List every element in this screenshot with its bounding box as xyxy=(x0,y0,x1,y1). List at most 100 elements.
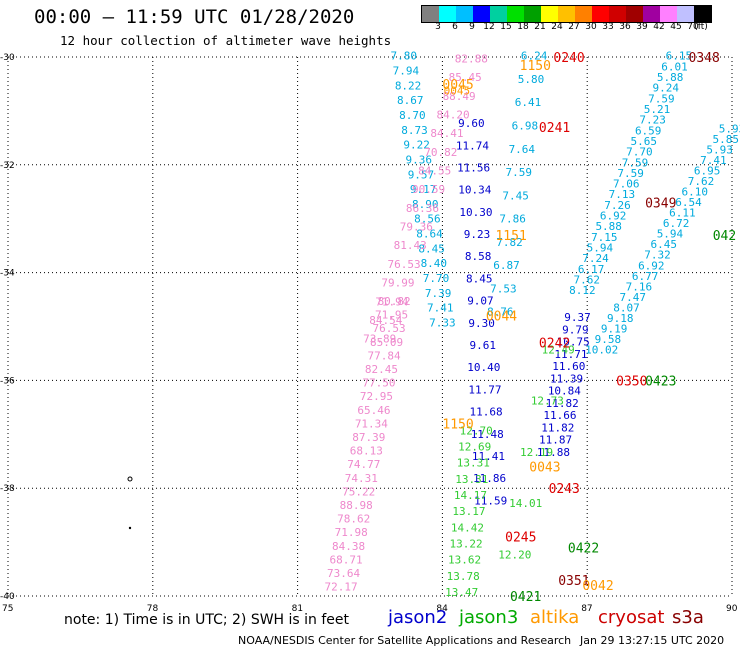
data-point-label: 7.59 xyxy=(622,156,649,169)
data-point-label: 90.59 xyxy=(412,183,445,196)
data-point-label: 9.30 xyxy=(468,317,495,330)
data-point-label: 9.57 xyxy=(408,168,435,181)
data-point-label: 6.59 xyxy=(635,124,662,137)
time-label: 042 xyxy=(713,229,736,244)
data-point-label: 87.39 xyxy=(352,431,385,444)
data-point-label: 85.45 xyxy=(449,71,482,84)
colorbar-swatch xyxy=(592,6,609,22)
data-point-label: 80.82 xyxy=(378,295,411,308)
data-point-label: 13.22 xyxy=(449,537,482,550)
data-point-label: 7.82 xyxy=(496,236,523,249)
legend-item-jason3: jason3 xyxy=(459,607,519,628)
data-point-label: 12.19 xyxy=(520,446,553,459)
data-point-label: 5.88 xyxy=(657,71,684,84)
data-point-label: 73.64 xyxy=(327,567,360,580)
data-point-label: 7.23 xyxy=(639,114,666,127)
data-point-label: 11.74 xyxy=(456,139,489,152)
data-point-label: 68.13 xyxy=(350,445,383,458)
data-point-label: 71.94 xyxy=(375,295,408,308)
y-tick-label: -30 xyxy=(0,53,15,63)
data-point-label: 13.31 xyxy=(455,473,488,486)
data-point-label: 84.41 xyxy=(430,127,463,140)
data-point-label: 77.84 xyxy=(367,349,400,362)
data-point-label: 84.55 xyxy=(418,165,451,178)
data-point-label: 9.37 xyxy=(564,311,591,324)
data-point-label: 76.53 xyxy=(373,322,406,335)
data-point-label: 10.75 xyxy=(557,336,590,349)
data-point-label: 6.87 xyxy=(493,259,520,272)
time-label: 0243 xyxy=(549,482,580,497)
data-point-label: 14.01 xyxy=(509,497,542,510)
data-point-label: 9.19 xyxy=(601,322,628,335)
data-point-label: 6.54 xyxy=(675,196,702,209)
marker-point xyxy=(128,526,132,530)
data-point-label: 9.36 xyxy=(406,153,433,166)
data-point-label: 5.94 xyxy=(587,242,614,255)
x-tick-label: 84 xyxy=(436,604,448,614)
data-point-label: 84.20 xyxy=(436,108,469,121)
colorbar-label: 42 xyxy=(653,22,665,32)
data-point-label: 7.16 xyxy=(626,280,653,293)
data-point-label: 11.86 xyxy=(473,472,506,485)
time-label: 0042 xyxy=(582,579,613,594)
y-tick-label: -38 xyxy=(0,484,15,494)
data-point-label: 7.13 xyxy=(609,188,636,201)
time-label: 1151 xyxy=(495,229,526,244)
data-point-label: 7.32 xyxy=(644,249,671,262)
footer-note: note: 1) Time is in UTC; 2) SWH is in fe… xyxy=(64,612,350,628)
timestamp-text: Jan 29 13:27:15 UTC 2020 xyxy=(580,634,725,647)
colorbar-swatch xyxy=(626,6,643,22)
data-point-label: 7.24 xyxy=(582,252,609,265)
data-point-label: 8.22 xyxy=(395,79,422,92)
data-point-label: 82.45 xyxy=(365,363,398,376)
data-point-label: 7.45 xyxy=(502,189,529,202)
time-label: 0045 xyxy=(442,78,473,93)
y-tick-label: -40 xyxy=(0,592,15,602)
data-point-label: 13.78 xyxy=(447,570,480,583)
data-point-label: 7.15 xyxy=(591,231,618,244)
colorbar-label: 3 xyxy=(435,22,441,32)
time-label: 0422 xyxy=(568,541,599,556)
data-point-label: 82.88 xyxy=(455,52,488,65)
data-point-label: 5.93 xyxy=(719,122,740,135)
time-label: 0043 xyxy=(529,461,560,476)
data-point-label: 6.95 xyxy=(694,165,721,178)
data-point-label: 10.02 xyxy=(585,343,618,356)
colorbar-swatch xyxy=(677,6,694,22)
data-point-label: 7.41 xyxy=(427,302,454,315)
data-point-label: 11.66 xyxy=(543,409,576,422)
data-point-label: 7.94 xyxy=(393,65,420,78)
colorbar-label: 45 xyxy=(670,22,682,32)
data-point-label: 8.07 xyxy=(613,301,640,314)
y-tick-label: -32 xyxy=(0,161,15,171)
colorbar-label: 18 xyxy=(517,22,529,32)
data-point-label: 8.12 xyxy=(569,284,596,297)
colorbar-swatch xyxy=(609,6,626,22)
data-point-label: 0045 xyxy=(444,85,471,98)
data-point-label: 88.98 xyxy=(340,499,373,512)
data-point-label: 14.17 xyxy=(454,489,487,502)
data-point-label: 9.60 xyxy=(458,117,485,130)
colorbar-label: 36 xyxy=(619,22,631,32)
data-point-label: 72.95 xyxy=(360,390,393,403)
data-point-label: 6.77 xyxy=(632,270,659,283)
time-label: 0423 xyxy=(645,374,676,389)
data-point-label: 70.82 xyxy=(424,146,457,159)
colorbar-label: 27 xyxy=(568,22,580,32)
data-point-label: 73.89 xyxy=(363,333,396,346)
data-point-label: 7.80 xyxy=(391,50,418,63)
data-point-label: 8.70 xyxy=(399,109,426,122)
data-point-label: 7.70 xyxy=(626,146,653,159)
data-point-label: 14.42 xyxy=(451,521,484,534)
data-point-label: 11.59 xyxy=(474,494,507,507)
colorbar-label: 24 xyxy=(551,22,563,32)
data-point-label: 84.38 xyxy=(332,540,365,553)
colorbar-label: 15 xyxy=(500,22,512,32)
page-subtitle: 12 hour collection of altimeter wave hei… xyxy=(60,33,392,48)
data-point-label: 77.50 xyxy=(362,377,395,390)
data-point-label: 6.11 xyxy=(669,207,696,220)
colorbar-swatch xyxy=(456,6,473,22)
data-point-label: 7.33 xyxy=(429,317,456,330)
colorbar-swatch xyxy=(422,6,439,22)
data-point-label: 7.26 xyxy=(604,199,631,212)
